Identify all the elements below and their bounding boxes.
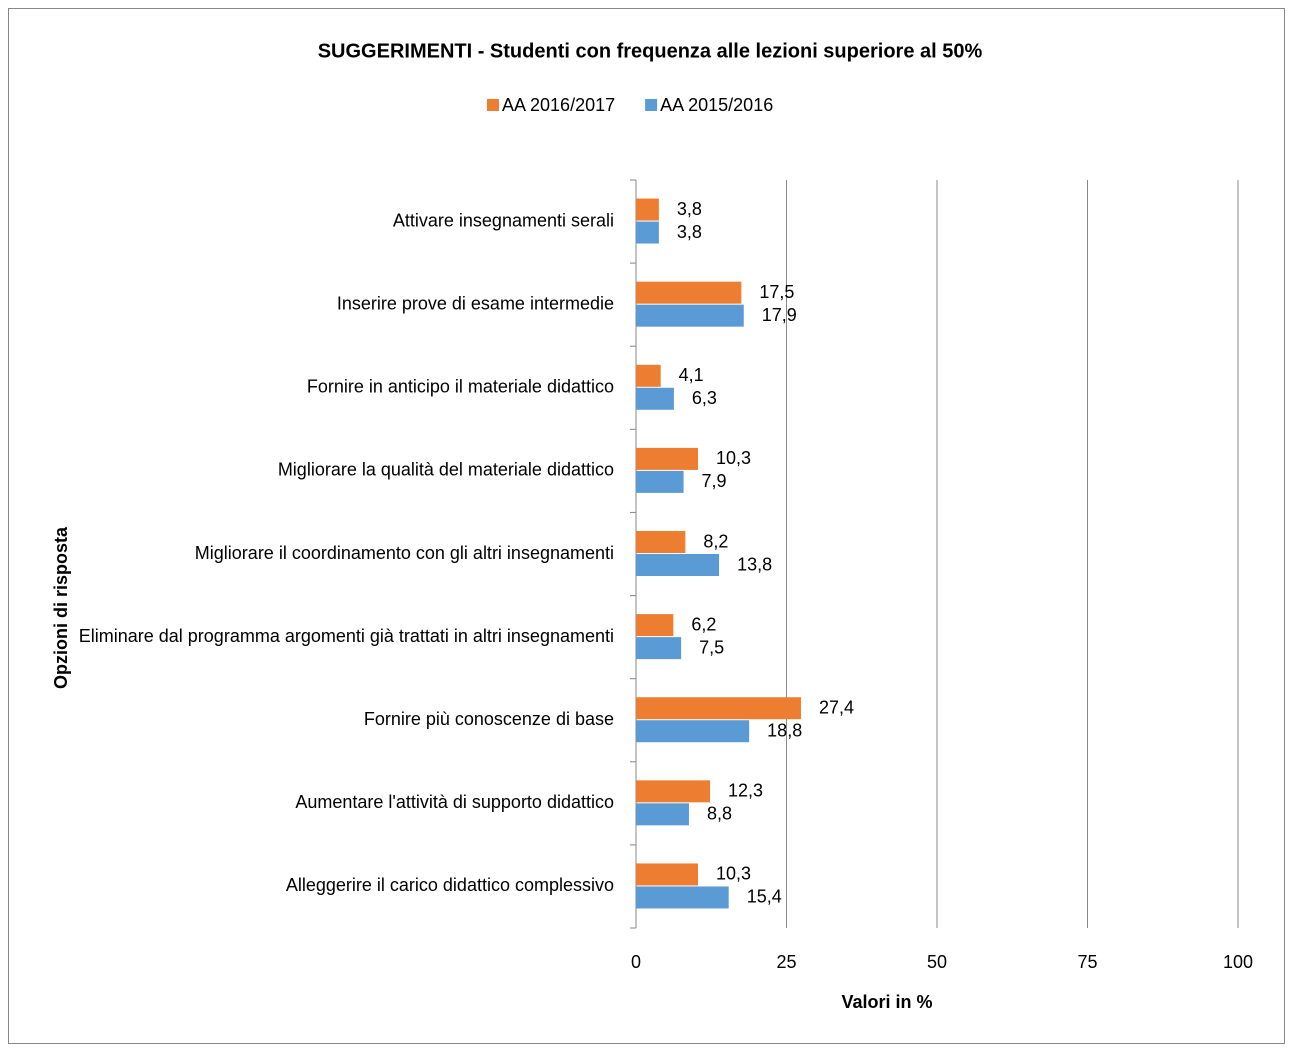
data-label: 3,8 [677, 222, 702, 242]
x-tick-label: 50 [927, 952, 947, 972]
data-label: 10,3 [716, 448, 751, 468]
bar [636, 531, 686, 553]
data-label: 8,8 [707, 804, 732, 824]
bar [636, 364, 661, 387]
x-tick-label: 25 [776, 952, 796, 972]
data-label: 7,5 [699, 637, 724, 657]
bar [636, 281, 742, 304]
data-label: 27,4 [819, 697, 854, 717]
data-label: 4,1 [679, 365, 704, 385]
bar [636, 637, 682, 660]
bar [636, 697, 801, 720]
legend-label: AA 2016/2017 [502, 95, 615, 115]
bar [636, 198, 659, 221]
legend-swatch [487, 99, 499, 111]
data-label: 12,3 [728, 781, 763, 801]
y-tick-label: Migliorare la qualità del materiale dida… [278, 460, 614, 480]
data-label: 17,5 [759, 282, 794, 302]
data-label: 13,8 [737, 554, 772, 574]
data-label: 6,2 [691, 614, 716, 634]
bar [636, 803, 689, 826]
y-tick-label: Inserire prove di esame intermedie [337, 293, 614, 313]
bar [636, 447, 699, 470]
bar [636, 554, 720, 576]
bar [636, 886, 729, 909]
data-label: 18,8 [767, 720, 802, 740]
y-tick-label: Aumentare l'attività di supporto didatti… [295, 792, 614, 812]
y-axis-label: Opzioni di risposta [51, 526, 71, 689]
data-label: 10,3 [716, 864, 751, 884]
y-tick-label: Eliminare dal programma argomenti già tr… [79, 626, 614, 646]
data-label: 15,4 [747, 887, 782, 907]
y-tick-label: Migliorare il coordinamento con gli altr… [195, 543, 614, 563]
bar [636, 863, 699, 886]
data-label: 6,3 [692, 388, 717, 408]
bar [636, 780, 711, 803]
chart-title: SUGGERIMENTI - Studenti con frequenza al… [318, 40, 983, 62]
bar [636, 614, 674, 637]
data-label: 3,8 [677, 199, 702, 219]
x-axis-label: Valori in % [841, 992, 932, 1012]
x-tick-label: 100 [1223, 952, 1253, 972]
data-label: 7,9 [702, 471, 727, 491]
y-tick-label: Fornire in anticipo il materiale didatti… [307, 377, 614, 397]
bar [636, 387, 674, 410]
bar [636, 470, 684, 493]
data-label: 17,9 [762, 305, 797, 325]
bar [636, 720, 750, 743]
x-tick-label: 0 [631, 952, 641, 972]
y-tick-label: Alleggerire il carico didattico compless… [286, 875, 614, 895]
legend-label: AA 2015/2016 [660, 95, 773, 115]
y-tick-label: Attivare insegnamenti serali [393, 210, 614, 230]
data-label: 8,2 [703, 531, 728, 551]
bar [636, 304, 744, 327]
bar [636, 221, 659, 244]
y-tick-label: Fornire più conoscenze di base [364, 709, 614, 729]
x-tick-label: 75 [1077, 952, 1097, 972]
legend-swatch [645, 99, 658, 111]
